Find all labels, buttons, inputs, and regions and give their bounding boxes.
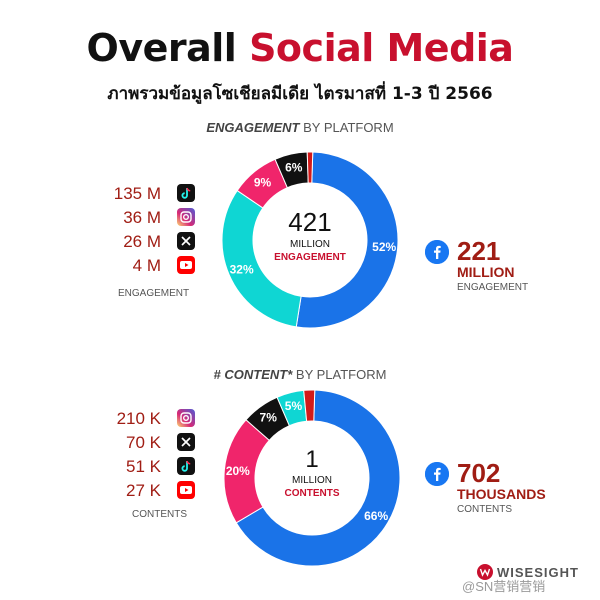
engagement-legend: 135 M 36 M 26 M 4 M (100, 182, 195, 278)
legend-value: 4 M (132, 256, 161, 275)
watermark: @SN营销营销 (462, 579, 546, 594)
content-legend: 210 K 70 K 51 K 27 K (100, 407, 195, 503)
facebook-caption: ENGAGEMENT (457, 282, 529, 293)
center-number: 1 (305, 446, 318, 473)
legend-row: 210 K (100, 407, 195, 431)
instagram-icon (177, 409, 195, 427)
donut-hole (253, 183, 367, 297)
engagement-legend-caption: ENGAGEMENT (118, 288, 190, 299)
content-heading-bold: # CONTENT* (213, 367, 293, 382)
legend-value: 26 M (123, 232, 161, 251)
slice-label-facebook: 52% (372, 240, 396, 254)
facebook-icon (425, 462, 449, 486)
center-number: 421 (288, 207, 331, 237)
content-legend-caption: CONTENTS (132, 509, 187, 520)
legend-value: 36 M (123, 208, 161, 227)
content-heading-rest: BY PLATFORM (292, 367, 387, 382)
facebook-icon (425, 240, 449, 264)
engagement-donut-chart: 52% 32% 9% 6% 421 MILLION ENGAGEMENT (221, 151, 399, 329)
youtube-icon (177, 256, 195, 274)
facebook-unit: THOUSANDS (457, 486, 546, 502)
legend-value: 210 K (116, 409, 161, 428)
facebook-number: 221 (457, 236, 501, 266)
brand-text: WISESIGHT (497, 565, 579, 580)
tiktok-icon (177, 457, 195, 475)
page-subtitle: ภาพรวมข้อมูลโซเชียลมีเดีย ไตรมาสที่ 1-3 … (107, 84, 493, 104)
title-part-2: Social Media (249, 26, 514, 70)
youtube-icon (177, 481, 195, 499)
slice-label-tiktok: 9% (254, 176, 272, 190)
facebook-unit: MILLION (457, 264, 515, 280)
legend-value: 27 K (126, 481, 161, 500)
engagement-section-heading: ENGAGEMENT BY PLATFORM (0, 120, 600, 135)
content-donut-chart: 66% 20% 7% 5% 1 MILLION CONTENTS (223, 389, 401, 567)
center-unit: MILLION (292, 475, 332, 486)
facebook-caption: CONTENTS (457, 504, 512, 515)
engagement-heading-rest: BY PLATFORM (299, 120, 394, 135)
slice-label-instagram: 6% (285, 160, 303, 174)
tiktok-icon (177, 184, 195, 202)
engagement-heading-bold: ENGAGEMENT (206, 120, 300, 135)
legend-row: 27 K (100, 479, 195, 503)
legend-value: 51 K (126, 457, 161, 476)
center-caption: CONTENTS (285, 488, 340, 499)
center-unit: MILLION (290, 239, 330, 250)
wisesight-logo: WISESIGHT (476, 563, 586, 586)
slice-label-facebook: 66% (364, 509, 388, 523)
wisesight-logo-icon (477, 564, 493, 580)
title-part-1: Overall (86, 26, 237, 70)
legend-row: 4 M (100, 254, 195, 278)
legend-row: 51 K (100, 455, 195, 479)
facebook-number: 702 (457, 458, 501, 488)
instagram-icon (177, 208, 195, 226)
donut-hole (255, 421, 369, 535)
donut-slice-youtube (306, 151, 314, 184)
legend-row: 135 M (100, 182, 195, 206)
page-title: Overall Social Media (0, 26, 600, 70)
content-section-heading: # CONTENT* BY PLATFORM (0, 367, 600, 382)
slice-label-instagram: 5% (285, 399, 303, 413)
slice-label-twitter: 32% (230, 263, 254, 277)
center-caption: ENGAGEMENT (274, 252, 346, 263)
legend-value: 135 M (113, 184, 161, 203)
x-icon (177, 433, 195, 451)
legend-row: 70 K (100, 431, 195, 455)
legend-value: 70 K (126, 433, 161, 452)
legend-row: 36 M (100, 206, 195, 230)
slice-label-twitter: 20% (226, 464, 250, 478)
slice-label-tiktok: 7% (260, 411, 278, 425)
legend-row: 26 M (100, 230, 195, 254)
x-icon (177, 232, 195, 250)
